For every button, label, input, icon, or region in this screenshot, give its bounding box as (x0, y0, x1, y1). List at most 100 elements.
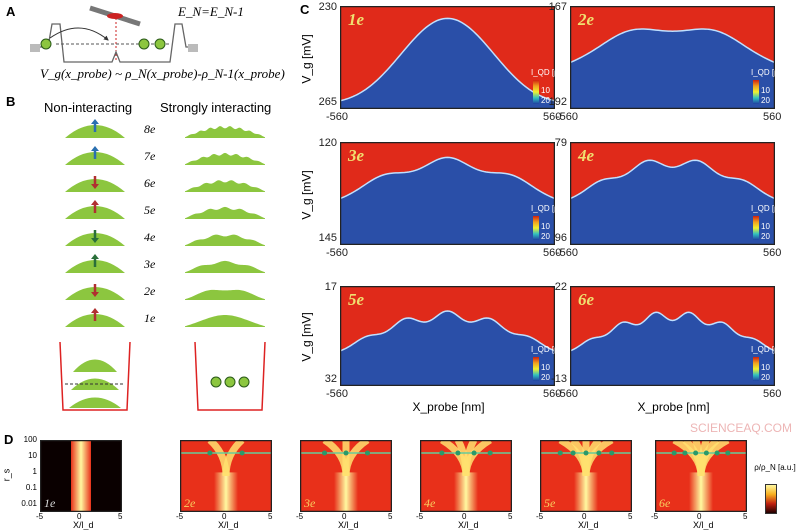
interacting-density (185, 180, 265, 192)
y-top-tick: 120 (318, 137, 337, 149)
x-tick: 5 (508, 512, 513, 521)
x-tick: 5 (268, 512, 273, 521)
electron-marker (487, 450, 493, 456)
electron-marker (583, 450, 589, 456)
x-tick: 5 (118, 512, 123, 521)
density-band (214, 472, 238, 512)
panel-d-xlabel: X/l_d (578, 520, 599, 530)
panel-c-label: C (300, 2, 310, 17)
heatmap-panel (570, 6, 775, 109)
x-tick: -5 (651, 512, 659, 521)
density-band (454, 472, 478, 512)
x-tick-max: 560 (543, 247, 562, 259)
colorbar-tick: 10 (541, 222, 550, 231)
panel-d-xlabel: X/l_d (73, 520, 94, 530)
panel-c-ylabel: V_g [mV] (299, 33, 314, 84)
electron-marker (364, 450, 370, 456)
x-tick: 0 (342, 512, 347, 521)
boundary-curve (340, 310, 555, 386)
panel-d-electron-label: 1e (44, 496, 56, 510)
panel-c-electron-label: 2e (578, 10, 595, 29)
x-tick: 0 (462, 512, 467, 521)
density-branch (582, 440, 614, 477)
y-bottom-tick: 265 (318, 96, 337, 108)
x-tick: 0 (222, 512, 227, 521)
x-tick: -5 (176, 512, 184, 521)
panel-a-label: A (6, 4, 16, 19)
y-bottom-tick: 145 (318, 232, 337, 244)
probe-spot-icon (107, 13, 123, 19)
panel-d-electron-label: 6e (659, 496, 671, 510)
density-panel (655, 440, 747, 512)
density-branch (462, 440, 493, 477)
interacting-density (185, 206, 265, 219)
x-tick-min: -560 (326, 388, 349, 400)
density-panel (420, 440, 512, 512)
panel-c-xlabel: X_probe [nm] (637, 400, 710, 414)
electron-marker (703, 450, 709, 456)
x-tick-min: -560 (326, 111, 349, 123)
colorbar-tick: 10 (541, 363, 550, 372)
formula: V_g(x_probe) ~ ρ_N(x_probe)-ρ_N-1(x_prob… (40, 66, 285, 81)
colorbar-tick: 20 (761, 96, 770, 105)
electron-icon (138, 38, 150, 50)
panel-c-ylabel: V_g [mV] (299, 169, 314, 220)
x-tick: -5 (296, 512, 304, 521)
y-tick: 100 (23, 435, 37, 444)
watermark: SCIENCEAQ.COM (690, 421, 793, 435)
electron-marker (455, 450, 461, 456)
electron-marker (471, 450, 477, 456)
density-panel (40, 440, 122, 512)
panel-b-row (65, 308, 265, 327)
y-bottom-tick: 192 (548, 96, 567, 108)
x-tick-min: -560 (556, 388, 579, 400)
potential-well-icon (40, 23, 198, 63)
colorbar (533, 216, 539, 240)
electron-marker (725, 450, 731, 456)
panel-d-colorbar (765, 484, 777, 514)
boundary-curve (570, 28, 775, 109)
panel-a-schematic (30, 5, 198, 63)
electron-marker (682, 450, 688, 456)
colorbar-tick: 20 (761, 232, 770, 241)
strongly-interacting-heading: Strongly interacting (160, 100, 272, 115)
x-tick: -5 (536, 512, 544, 521)
heatmap-panel (570, 286, 775, 386)
panel-c-electron-label: 3e (348, 146, 365, 165)
x-tick-min: -560 (556, 247, 579, 259)
electron-count-label: 3e (144, 257, 156, 271)
density-band (689, 472, 713, 512)
heatmap-panel (340, 6, 555, 109)
interacting-density (185, 126, 265, 138)
panel-c-xlabel: X_probe [nm] (412, 400, 485, 414)
colorbar-tick: 10 (761, 363, 770, 372)
x-tick-min: -560 (326, 247, 349, 259)
colorbar-title: I_QD [pA] (751, 68, 787, 77)
x-tick: 0 (582, 512, 587, 521)
density-band (574, 472, 598, 512)
electron-marker (693, 450, 699, 456)
colorbar-tick: 20 (541, 96, 550, 105)
x-tick: 0 (697, 512, 702, 521)
panel-b-row (65, 254, 265, 273)
electron-marker (671, 450, 677, 456)
electron-marker (557, 450, 563, 456)
density-band (71, 440, 91, 512)
electron-marker (439, 450, 445, 456)
colorbar-title: I_QD [pA] (751, 204, 787, 213)
boundary-curve (340, 156, 555, 245)
electron-marker (596, 450, 602, 456)
panel-d-xlabel: X/l_d (218, 520, 239, 530)
electron-count-label: 7e (144, 149, 156, 163)
electron-count-label: 6e (144, 176, 156, 190)
x-tick-max: 560 (763, 247, 782, 259)
interacting-density (185, 152, 265, 165)
x-tick-max: 560 (543, 111, 562, 123)
density-branch (222, 440, 245, 477)
y-top-tick: 79 (554, 137, 567, 149)
density-panel (540, 440, 632, 512)
y-tick: 1 (32, 467, 37, 476)
colorbar-title: I_QD [pA] (531, 68, 567, 77)
panel-d-xlabel: X/l_d (693, 520, 714, 530)
x-tick-max: 560 (543, 388, 562, 400)
